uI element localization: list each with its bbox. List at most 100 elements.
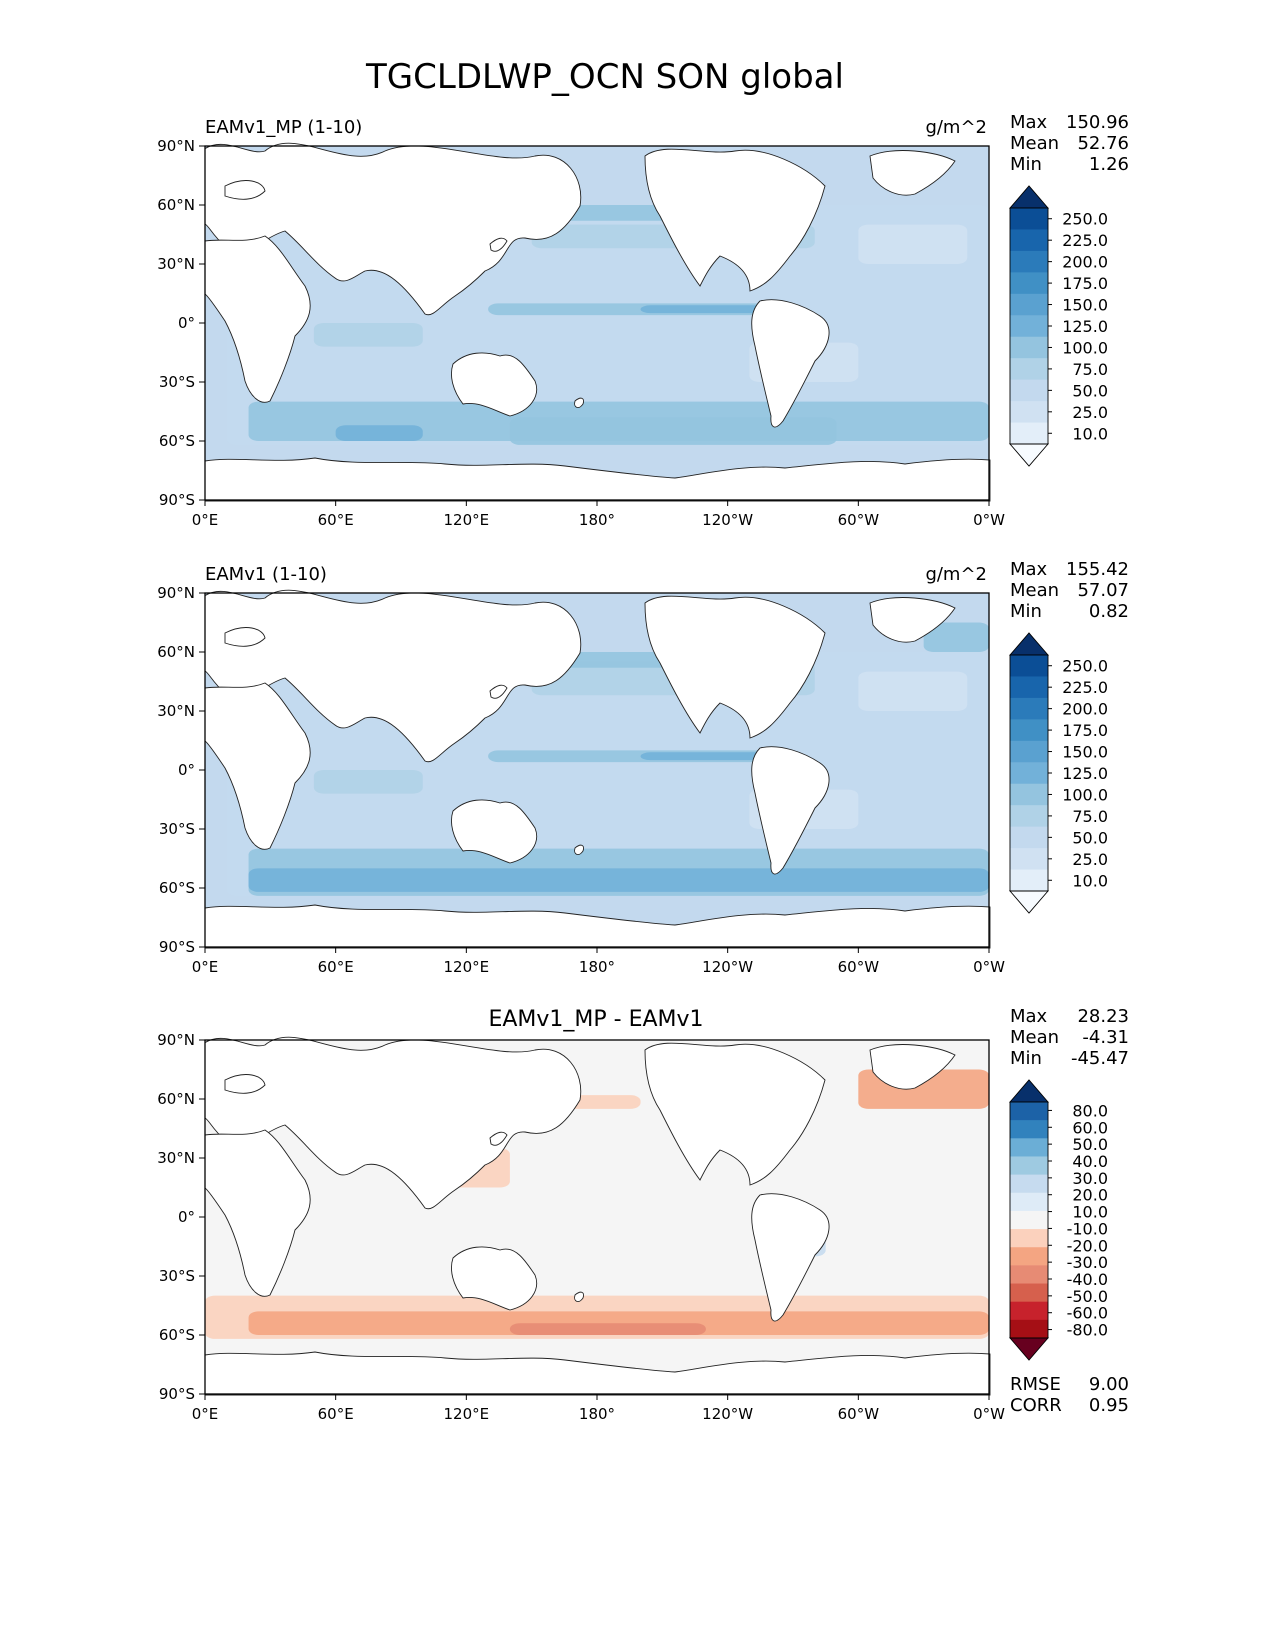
stat-label-difference-1: Mean xyxy=(1010,1027,1059,1048)
y-tick-label-reference-2: 30°N xyxy=(157,702,195,720)
panel-title-reference: EAMv1 (1-10) xyxy=(205,564,327,585)
colorbar-label-test-7: 75.0 xyxy=(1072,360,1108,379)
colorbar-label-difference-8: -20.0 xyxy=(1067,1236,1108,1255)
stat-value-difference-0: 28.23 xyxy=(1077,1006,1129,1027)
colorbar-extend-bottom-test xyxy=(1009,443,1049,467)
colorbar-label-test-8: 50.0 xyxy=(1072,381,1108,400)
colorbar-label-difference-2: 50.0 xyxy=(1072,1135,1108,1154)
colorbar-box-reference-1 xyxy=(1010,655,1048,677)
axis-ticks-difference: 0°E 60°E 120°E 180° 120°W 60°W 0°W 90°N 60°N 30°N… xyxy=(157,1031,1005,1423)
panel-title-difference: EAMv1_MP - EAMv1 xyxy=(488,1007,703,1032)
stat-label-test-0: Max xyxy=(1010,112,1048,133)
colorbar-label-test-0: 250.0 xyxy=(1062,210,1108,229)
x-tick-label-reference-6: 0°W xyxy=(973,958,1005,976)
y-tick-label-reference-3: 0° xyxy=(178,761,195,779)
x-tick-label-reference-0: 0°E xyxy=(192,958,219,976)
x-tick-label-difference-2: 120°E xyxy=(444,1405,490,1423)
colorbar-box-difference-13 xyxy=(1010,1319,1048,1339)
y-tick-label-difference-3: 0° xyxy=(178,1208,195,1226)
x-tick-label-test-0: 0°E xyxy=(192,511,219,529)
colorbar-extend-bottom-difference xyxy=(1009,1337,1049,1361)
colorbar-box-test-7 xyxy=(1010,336,1048,359)
y-tick-label-reference-0: 90°N xyxy=(157,584,195,602)
y-tick-label-test-6: 90°S xyxy=(159,491,195,509)
colorbar-label-test-2: 200.0 xyxy=(1062,253,1108,272)
extra-stat-label-0: RMSE xyxy=(1010,1374,1061,1395)
y-tick-label-test-5: 60°S xyxy=(159,432,195,450)
colorbar-frame-difference xyxy=(1009,1101,1049,1339)
data-region-reference-2 xyxy=(248,868,990,892)
colorbar-label-reference-10: 10.0 xyxy=(1072,871,1108,890)
colorbar-label-reference-6: 100.0 xyxy=(1062,785,1108,804)
colorbar-label-reference-4: 150.0 xyxy=(1062,743,1108,762)
colorbar-box-test-11 xyxy=(1010,422,1048,445)
colorbar-box-test-10 xyxy=(1010,401,1048,424)
colorbar-label-difference-1: 60.0 xyxy=(1072,1118,1108,1137)
figure-title: TGCLDLWP_OCN SON global xyxy=(365,57,844,97)
colorbar-label-reference-2: 200.0 xyxy=(1062,700,1108,719)
y-tick-label-test-2: 30°N xyxy=(157,255,195,273)
units-label-reference: g/m^2 xyxy=(925,564,987,585)
colorbar-box-test-2 xyxy=(1010,229,1048,252)
x-tick-label-test-2: 120°E xyxy=(444,511,490,529)
stat-value-test-0: 150.96 xyxy=(1066,112,1129,133)
stat-value-reference-0: 155.42 xyxy=(1066,559,1129,580)
colorbar-label-difference-5: 20.0 xyxy=(1072,1186,1108,1205)
x-tick-label-reference-5: 60°W xyxy=(838,958,880,976)
data-region-difference-2 xyxy=(509,1323,706,1335)
error-stats-difference: RMSE 9.00 CORR 0.95 xyxy=(1010,1374,1129,1416)
extra-stat-label-1: CORR xyxy=(1010,1395,1062,1416)
stat-label-reference-1: Mean xyxy=(1010,580,1059,601)
extra-stat-value-1: 0.95 xyxy=(1089,1395,1129,1416)
axis-ticks-test: 0°E 60°E 120°E 180° 120°W 60°W 0°W 90°N 60°N 30°N… xyxy=(157,137,1005,529)
colorbar-box-difference-4 xyxy=(1010,1156,1048,1176)
data-region-reference-8 xyxy=(858,671,968,711)
x-tick-label-difference-0: 0°E xyxy=(192,1405,219,1423)
colorbar-box-difference-2 xyxy=(1010,1120,1048,1139)
stats-block-test: Max 150.96 Mean 52.76 Min 1.26 xyxy=(1010,112,1129,175)
colorbar-extend-top-test xyxy=(1009,185,1049,209)
colorbar-box-test-8 xyxy=(1010,358,1048,381)
x-tick-label-test-6: 0°W xyxy=(973,511,1005,529)
colorbar-test: 250.0 225.0 200.0 175.0 150.0 125.0 100.0 75.0 5… xyxy=(1009,185,1108,467)
colorbar-box-reference-4 xyxy=(1010,719,1048,742)
colorbar-box-difference-3 xyxy=(1010,1138,1048,1157)
data-region-test-6 xyxy=(313,323,423,347)
stat-label-reference-0: Max xyxy=(1010,559,1048,580)
colorbar-box-reference-10 xyxy=(1010,848,1048,871)
colorbar-box-reference-3 xyxy=(1010,697,1048,720)
colorbar-label-difference-4: 30.0 xyxy=(1072,1169,1108,1188)
colorbar-box-reference-9 xyxy=(1010,826,1048,849)
panel-difference: EAMv1_MP - EAMv1 0°E 60°E 120°E 180° 120°W 60… xyxy=(157,1006,1129,1423)
colorbar-label-reference-9: 25.0 xyxy=(1072,850,1108,869)
data-region-test-9 xyxy=(858,224,968,264)
axis-ticks-reference: 0°E 60°E 120°E 180° 120°W 60°W 0°W 90°N 60°N 30°N… xyxy=(157,584,1005,976)
map-area-difference xyxy=(204,1036,991,1396)
colorbar-box-test-5 xyxy=(1010,293,1048,316)
colorbar-difference: 80.060.050.040.030.020.010.0-10.0-20.0-3… xyxy=(1009,1079,1108,1361)
colorbar-box-difference-11 xyxy=(1010,1283,1048,1303)
colorbar-extend-top-reference xyxy=(1009,632,1049,656)
colorbar-label-test-9: 25.0 xyxy=(1072,403,1108,422)
data-region-reference-5 xyxy=(313,770,423,794)
colorbar-extend-top-difference xyxy=(1009,1079,1049,1103)
colorbar-label-difference-3: 40.0 xyxy=(1072,1152,1108,1171)
stat-value-test-1: 52.76 xyxy=(1077,133,1129,154)
colorbar-label-difference-10: -40.0 xyxy=(1067,1270,1108,1289)
colorbar-box-reference-8 xyxy=(1010,805,1048,828)
y-tick-label-test-0: 90°N xyxy=(157,137,195,155)
y-tick-label-test-4: 30°S xyxy=(159,373,195,391)
stat-value-difference-2: -45.47 xyxy=(1071,1048,1129,1069)
units-label-test: g/m^2 xyxy=(925,117,987,138)
x-tick-label-difference-4: 120°W xyxy=(702,1405,753,1423)
data-region-test-5 xyxy=(640,305,772,314)
y-tick-label-reference-6: 90°S xyxy=(159,938,195,956)
map-area-reference xyxy=(204,589,991,949)
x-tick-label-reference-3: 180° xyxy=(579,958,615,976)
y-tick-label-reference-4: 30°S xyxy=(159,820,195,838)
y-tick-label-test-3: 0° xyxy=(178,314,195,332)
colorbar-label-difference-6: 10.0 xyxy=(1072,1203,1108,1222)
y-tick-label-reference-1: 60°N xyxy=(157,643,195,661)
y-tick-label-difference-2: 30°N xyxy=(157,1149,195,1167)
